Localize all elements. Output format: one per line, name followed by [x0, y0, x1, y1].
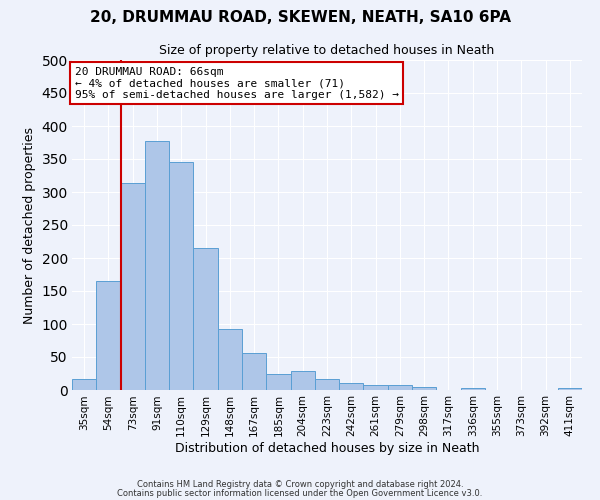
Bar: [72, 379, 96, 390]
Bar: [169, 162, 193, 390]
Bar: [388, 384, 412, 390]
Text: 20 DRUMMAU ROAD: 66sqm
← 4% of detached houses are smaller (71)
95% of semi-deta: 20 DRUMMAU ROAD: 66sqm ← 4% of detached …: [74, 66, 398, 100]
Bar: [193, 248, 218, 390]
Bar: [461, 388, 485, 390]
Bar: [266, 374, 290, 390]
Bar: [339, 382, 364, 390]
Y-axis label: Number of detached properties: Number of detached properties: [23, 126, 36, 324]
Bar: [242, 353, 266, 390]
Bar: [218, 328, 242, 390]
Bar: [290, 371, 315, 390]
Bar: [315, 380, 339, 390]
Text: Contains HM Land Registry data © Crown copyright and database right 2024.: Contains HM Land Registry data © Crown c…: [137, 480, 463, 489]
Bar: [145, 140, 169, 390]
Bar: [96, 281, 121, 390]
X-axis label: Distribution of detached houses by size in Neath: Distribution of detached houses by size …: [175, 442, 479, 455]
Title: Size of property relative to detached houses in Neath: Size of property relative to detached ho…: [160, 44, 494, 58]
Text: Contains public sector information licensed under the Open Government Licence v3: Contains public sector information licen…: [118, 488, 482, 498]
Bar: [558, 388, 582, 390]
Text: 20, DRUMMAU ROAD, SKEWEN, NEATH, SA10 6PA: 20, DRUMMAU ROAD, SKEWEN, NEATH, SA10 6P…: [89, 10, 511, 25]
Bar: [364, 384, 388, 390]
Bar: [412, 386, 436, 390]
Bar: [121, 184, 145, 390]
